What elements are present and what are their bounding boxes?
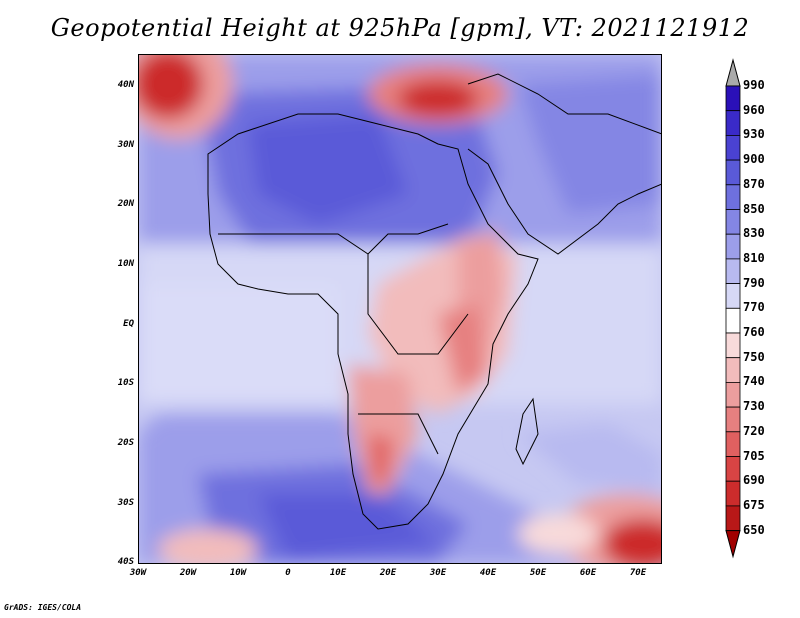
map-panel <box>138 54 662 564</box>
colorbar-level-label: 870 <box>743 176 765 191</box>
colorbar-level-label: 790 <box>743 275 765 290</box>
y-tick-label: 30S <box>117 498 134 508</box>
colorbar-swatch <box>725 332 741 359</box>
y-tick-label: 20S <box>117 438 134 448</box>
x-tick-label: 30W <box>129 568 147 578</box>
colorbar-bottom-arrow <box>725 530 741 559</box>
x-tick-label: 20W <box>179 568 197 578</box>
y-tick-label: EQ <box>123 319 134 329</box>
colorbar-level-label: 830 <box>743 226 765 241</box>
colorbar-level-label: 720 <box>743 423 765 438</box>
colorbar-level-label: 900 <box>743 152 765 167</box>
x-tick-label: 40E <box>479 568 497 578</box>
colorbar-level-label: 750 <box>743 349 765 364</box>
y-tick-label: 40S <box>117 557 134 567</box>
colorbar-level-label: 850 <box>743 201 765 216</box>
colorbar-swatch <box>725 233 741 260</box>
colorbar-level-label: 675 <box>743 497 765 512</box>
colorbar-swatch <box>725 431 741 457</box>
y-tick-label: 10N <box>117 259 134 269</box>
y-tick-label: 10S <box>117 378 134 388</box>
map-frame <box>138 54 662 564</box>
x-tick-label: 10E <box>329 568 347 578</box>
colorbar-level-label: 760 <box>743 325 765 339</box>
colorbar <box>725 58 741 559</box>
x-tick-label: 0 <box>285 568 291 578</box>
colorbar-swatch <box>725 307 741 334</box>
y-tick-label: 30N <box>117 140 134 150</box>
colorbar-level-label: 770 <box>743 300 765 315</box>
x-tick-label: 10W <box>229 568 247 578</box>
colorbar-swatch <box>725 159 741 186</box>
map-title: Geopotential Height at 925hPa [gpm], VT:… <box>50 14 750 42</box>
colorbar-level-label: 690 <box>743 473 765 488</box>
colorbar-level-label: 650 <box>743 522 765 537</box>
colorbar-level-label: 810 <box>743 250 765 265</box>
colorbar-swatch <box>725 184 741 210</box>
colorbar-level-label: 990 <box>743 78 765 92</box>
x-tick-label: 70E <box>629 568 647 578</box>
colorbar-level-label: 705 <box>743 448 765 463</box>
colorbar-level-label: 960 <box>743 102 765 117</box>
colorbar-swatch <box>725 456 741 482</box>
x-tick-label: 50E <box>529 568 547 578</box>
geopotential-map <box>138 54 662 564</box>
colorbar-swatch <box>725 480 741 507</box>
colorbar-top-arrow <box>725 58 741 87</box>
colorbar-swatch <box>725 406 741 433</box>
x-tick-label: 60E <box>579 568 597 578</box>
colorbar-swatch <box>725 110 741 136</box>
colorbar-swatch <box>725 357 741 383</box>
colorbar-swatch <box>725 135 741 161</box>
colorbar-swatch <box>725 283 741 309</box>
colorbar-level-label: 740 <box>743 374 765 389</box>
colorbar-swatch <box>725 505 741 531</box>
colorbar-level-label: 930 <box>743 127 765 142</box>
x-tick-label: 30E <box>429 568 447 578</box>
x-tick-label: 20E <box>379 568 397 578</box>
colorbar-swatch <box>725 381 741 408</box>
y-tick-label: 20N <box>117 199 134 209</box>
y-tick-label: 40N <box>117 80 134 90</box>
colorbar-swatch <box>725 258 741 284</box>
credit-text: GrADS: IGES/COLA <box>4 603 82 612</box>
colorbar-swatch <box>725 85 741 112</box>
coastlines <box>207 73 662 530</box>
colorbar-level-label: 730 <box>743 399 765 414</box>
colorbar-swatch <box>725 209 741 235</box>
